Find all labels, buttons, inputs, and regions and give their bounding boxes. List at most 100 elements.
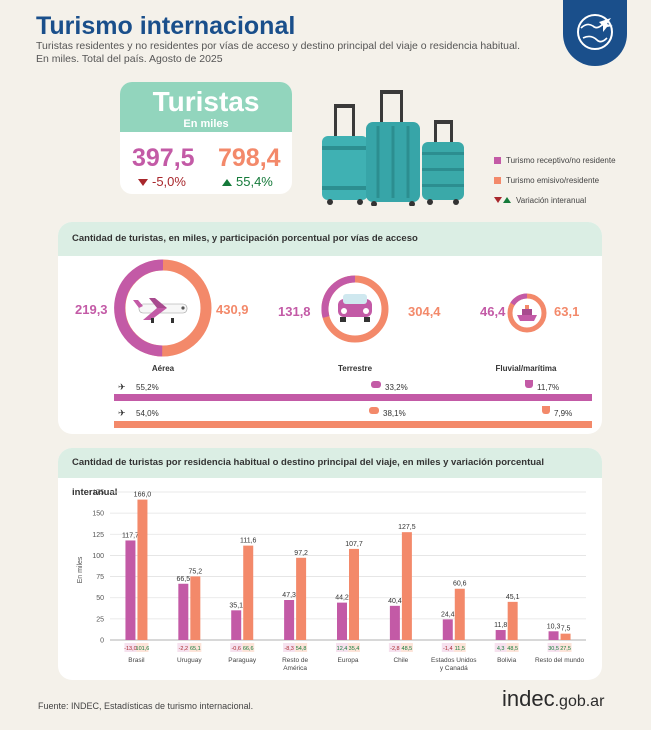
y-tick-label: 50 [96, 595, 104, 602]
airplane-icon [133, 298, 188, 323]
car-icon [369, 407, 379, 414]
variation-box [453, 643, 466, 652]
variation-box [506, 643, 519, 652]
page-title: Turismo internacional [36, 12, 296, 40]
variation-box [348, 643, 360, 652]
aerea-donut [114, 259, 212, 357]
legend-swatch-receptivo [494, 156, 501, 164]
y-tick-label: 175 [92, 490, 104, 497]
ship-icon [542, 406, 550, 414]
variation-box [336, 643, 348, 652]
down-triangle-icon [138, 179, 148, 187]
variation-label: 12,4 [337, 646, 348, 652]
x-tick-label: Uruguay [177, 657, 202, 664]
data-label: 75,2 [189, 568, 203, 575]
y-axis-label: En miles [77, 556, 84, 583]
data-label: 24,4 [441, 611, 455, 618]
bar [548, 631, 559, 640]
variation-label: -13,0 [124, 646, 137, 652]
variation-label: -1,4 [443, 646, 452, 652]
bar [442, 619, 453, 640]
variation-label: 35,4 [349, 646, 360, 652]
ship-icon [517, 305, 537, 321]
legend-label-receptivo: Turismo receptivo/no residente [506, 155, 616, 165]
aerea-share-emisivo: 54,0% [136, 409, 159, 418]
data-label: 7,5 [561, 626, 571, 633]
suitcase-icon [322, 104, 368, 205]
y-tick-label: 75 [96, 574, 104, 581]
x-tick-label: Chile [393, 657, 408, 664]
data-label: 47,3 [282, 592, 296, 599]
bar [401, 532, 412, 640]
summary-title: Turistas [152, 86, 260, 117]
variation-label: 11,5 [455, 646, 465, 652]
receptivo-variation-text: -5,0% [152, 174, 186, 189]
y-tick-label: 100 [92, 553, 104, 560]
variation-box [400, 643, 413, 652]
bar [560, 633, 571, 640]
data-label: 66,5 [177, 576, 191, 583]
fluvial-share-receptivo: 11,7% [537, 383, 560, 392]
destination-panel-title: Cantidad de turistas por residencia habi… [58, 448, 602, 498]
data-label: 127,5 [398, 524, 416, 531]
legend-item-emisivo: Turismo emisivo/residente [494, 175, 616, 185]
y-tick-label: 25 [96, 616, 104, 623]
legend-item-receptivo: Turismo receptivo/no residente [494, 155, 616, 165]
variation-label: 48,5 [402, 646, 413, 652]
bar [337, 602, 347, 640]
variation-label: 54,8 [296, 646, 307, 652]
aerea-label: Aérea [151, 364, 175, 373]
aerea-emisivo-value: 430,9 [216, 302, 249, 317]
variation-label: -8,3 [284, 646, 293, 652]
x-tick-label: Resto de [282, 657, 308, 664]
variation-box [295, 643, 308, 652]
data-label: 11,8 [494, 622, 507, 629]
car-icon [338, 294, 372, 322]
page-subtitle: Turistas residentes y no residentes por … [36, 40, 556, 66]
fluvial-share-emisivo: 7,9% [554, 409, 573, 418]
x-tick-label: Resto del mundo [535, 657, 585, 664]
brand-main: indec [502, 686, 555, 711]
fluvial-emisivo-value: 63,1 [554, 304, 580, 319]
bar [296, 557, 307, 640]
variation-label: 65,1 [190, 646, 201, 652]
receptivo-variation: -5,0% [138, 174, 186, 189]
airplane-icon: ✈ [118, 408, 126, 418]
data-label: 10,3 [547, 623, 561, 630]
terrestre-donut [321, 275, 389, 343]
subtitle-line-1: Turistas residentes y no residentes por … [36, 40, 521, 52]
x-tick-label: Europa [338, 657, 359, 664]
variation-label: 27,5 [560, 646, 571, 652]
indec-brand: indec.gob.ar [502, 686, 604, 712]
bar [243, 545, 254, 640]
legend-swatch-emisivo [494, 176, 501, 184]
access-panel-title: Cantidad de turistas, en miles, y partic… [58, 222, 602, 256]
terrestre-share-emisivo: 38,1% [383, 409, 406, 418]
variation-box [177, 643, 190, 652]
bar [389, 605, 400, 640]
source-note: Fuente: INDEC, Estadísticas de turismo i… [38, 701, 254, 711]
variation-label: 66,6 [243, 646, 254, 652]
fluvial-receptivo-value: 46,4 [480, 304, 506, 319]
variation-box [388, 643, 401, 652]
data-label: 60,6 [453, 581, 467, 588]
variation-label: 101,6 [136, 646, 150, 652]
summary-subtitle: En miles [183, 118, 229, 130]
data-label: 166,0 [134, 492, 152, 499]
variation-box [136, 643, 149, 652]
terrestre-label: Terrestre [337, 364, 373, 373]
destination-bar-chart: En miles 0 25 50 75 100 125 150 175 117,7 -13,0 16… [77, 490, 586, 672]
globe-plane-icon [577, 14, 613, 50]
variation-box [547, 643, 560, 652]
variation-box [124, 643, 137, 652]
bar [495, 630, 506, 640]
bar [454, 588, 465, 640]
variation-box [283, 643, 296, 652]
terrestre-emisivo-value: 304,4 [408, 304, 441, 319]
destination-panel: Cantidad de turistas por residencia habi… [58, 448, 602, 680]
emisivo-variation: 55,4% [222, 174, 273, 189]
emisivo-share-bar [114, 421, 592, 428]
receptivo-total: 397,5 [132, 144, 195, 172]
bar [190, 576, 201, 640]
brand-suffix: .gob.ar [554, 693, 605, 710]
